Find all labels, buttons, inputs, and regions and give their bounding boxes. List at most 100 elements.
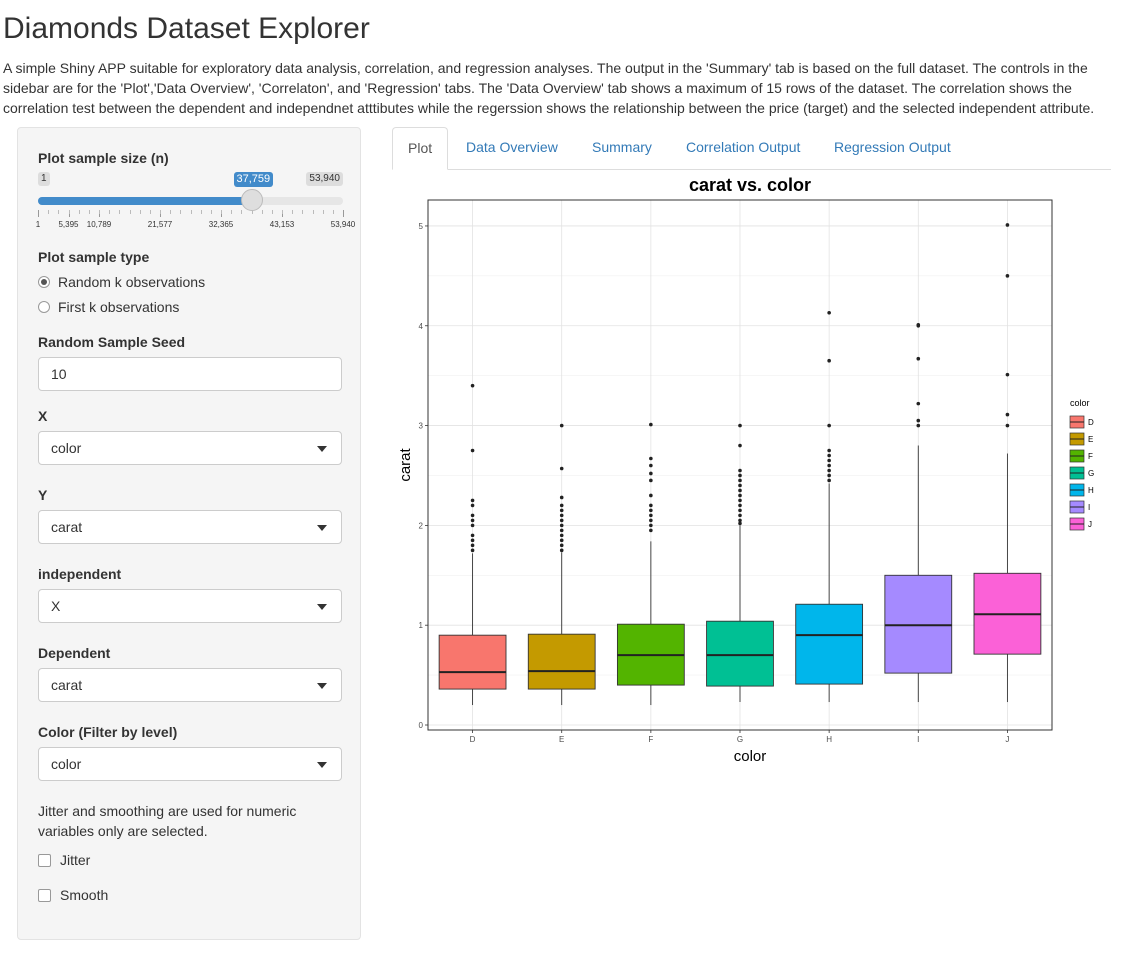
outlier-point [916,401,921,406]
seed-input[interactable]: 10 [38,357,342,391]
y-tick-label: 5 [419,222,424,231]
outlier-point [470,543,475,548]
jitter-checkbox-box[interactable] [38,853,51,867]
color-filter-select[interactable]: color [38,747,342,781]
tab-regression-output[interactable]: Regression Output [834,139,951,155]
tab-correlation-output[interactable]: Correlation Output [686,139,801,155]
tab-summary[interactable]: Summary [592,139,652,155]
slider-fill [38,197,252,205]
outlier-point [559,466,564,471]
outlier-point [738,473,742,478]
outlier-point [738,483,742,488]
dependent-select-value: carat [51,677,83,693]
y-axis-label: carat [397,448,414,482]
page-description: A simple Shiny APP suitable for explorat… [3,60,1095,116]
slider-minor-tick [170,210,172,214]
x-select[interactable]: color [38,431,342,465]
slider-minor-tick [139,210,141,214]
tab-data-overview[interactable]: Data Overview [466,139,558,155]
jitter-checkbox[interactable]: Jitter [38,852,90,868]
slider-minor-tick [190,210,192,214]
y-select[interactable]: carat [38,510,342,544]
sample-size-slider[interactable]: 1 37,759 53,940 1 5,395 10,789 21,577 32,365… [36,172,355,232]
slider-minor-tick [88,210,90,214]
legend-title: color [1070,398,1090,408]
legend-label: E [1088,435,1093,444]
slider-handle[interactable] [240,189,263,211]
chevron-down-icon [317,446,327,452]
outlier-point [559,523,564,528]
legend-label: H [1088,486,1094,495]
y-label: Y [38,487,48,503]
box-D [438,634,507,690]
slider-minor-tick [180,210,182,214]
radio-random[interactable]: Random k observations [38,274,205,290]
outlier-point [559,528,564,533]
slider-minor-tick [332,210,334,214]
outlier-point [559,513,564,518]
slider-major-tick [343,210,344,217]
dependent-label: Dependent [38,645,111,661]
radio-first[interactable]: First k observations [38,299,179,315]
chevron-down-icon [317,683,327,689]
outlier-point [649,518,653,523]
sidebar-panel: Plot sample size (n) 1 37,759 53,940 1 5,… [17,127,361,940]
jitter-checkbox-label: Jitter [60,852,91,868]
outlier-point [738,498,742,503]
tab-plot[interactable]: Plot [392,127,449,170]
slider-tick-label: 53,940 [330,220,356,229]
outlier-point [738,478,742,483]
outlier-point [738,443,742,448]
outlier-point [827,473,831,478]
slider-minor-tick [129,210,131,214]
slider-ticks [38,210,344,218]
seed-value: 10 [51,366,67,382]
x-select-value: color [51,440,82,456]
outlier-point [470,448,475,453]
outlier-point [827,448,831,453]
slider-minor-tick [78,210,80,214]
outlier-point [1005,274,1010,278]
outlier-point [649,493,653,498]
outlier-point [649,508,653,513]
slider-tick-label: 43,153 [269,220,295,229]
smooth-checkbox[interactable]: Smooth [38,887,108,903]
independent-label: independent [38,566,122,582]
outlier-point [738,488,742,493]
outlier-point [559,533,564,538]
smooth-checkbox-box[interactable] [38,888,51,902]
color-filter-label: Color (Filter by level) [38,724,178,740]
y-tick-label: 0 [419,721,424,730]
outlier-point [916,423,921,428]
slider-minor-tick [312,210,314,214]
outlier-point [738,493,742,498]
box-G [706,620,774,687]
slider-minor-tick [251,210,253,214]
y-select-value: carat [51,519,83,535]
slider-tick-label: 21,577 [147,220,173,229]
y-tick-label: 3 [419,422,424,431]
slider-value-label: 37,759 [233,172,274,187]
outlier-point [738,508,742,513]
outlier-point [649,422,653,427]
outlier-point [916,322,921,327]
slider-minor-tick [58,210,60,214]
radio-random-dot[interactable] [38,276,50,288]
legend-label: D [1088,418,1094,427]
radio-first-dot[interactable] [38,301,50,313]
legend-label: I [1088,503,1090,512]
outlier-point [649,463,653,468]
slider-minor-tick [282,210,283,214]
outlier-point [649,523,653,528]
outlier-point [470,513,475,518]
independent-select[interactable]: X [38,589,342,623]
slider-minor-tick [231,210,233,214]
outlier-point [649,503,653,508]
y-tick-label: 1 [419,621,424,630]
slider-track[interactable] [38,189,343,211]
dependent-select[interactable]: carat [38,668,342,702]
outlier-point [827,453,831,458]
page-title: Diamonds Dataset Explorer [3,12,370,45]
outlier-point [827,310,831,315]
outlier-point [738,503,742,508]
